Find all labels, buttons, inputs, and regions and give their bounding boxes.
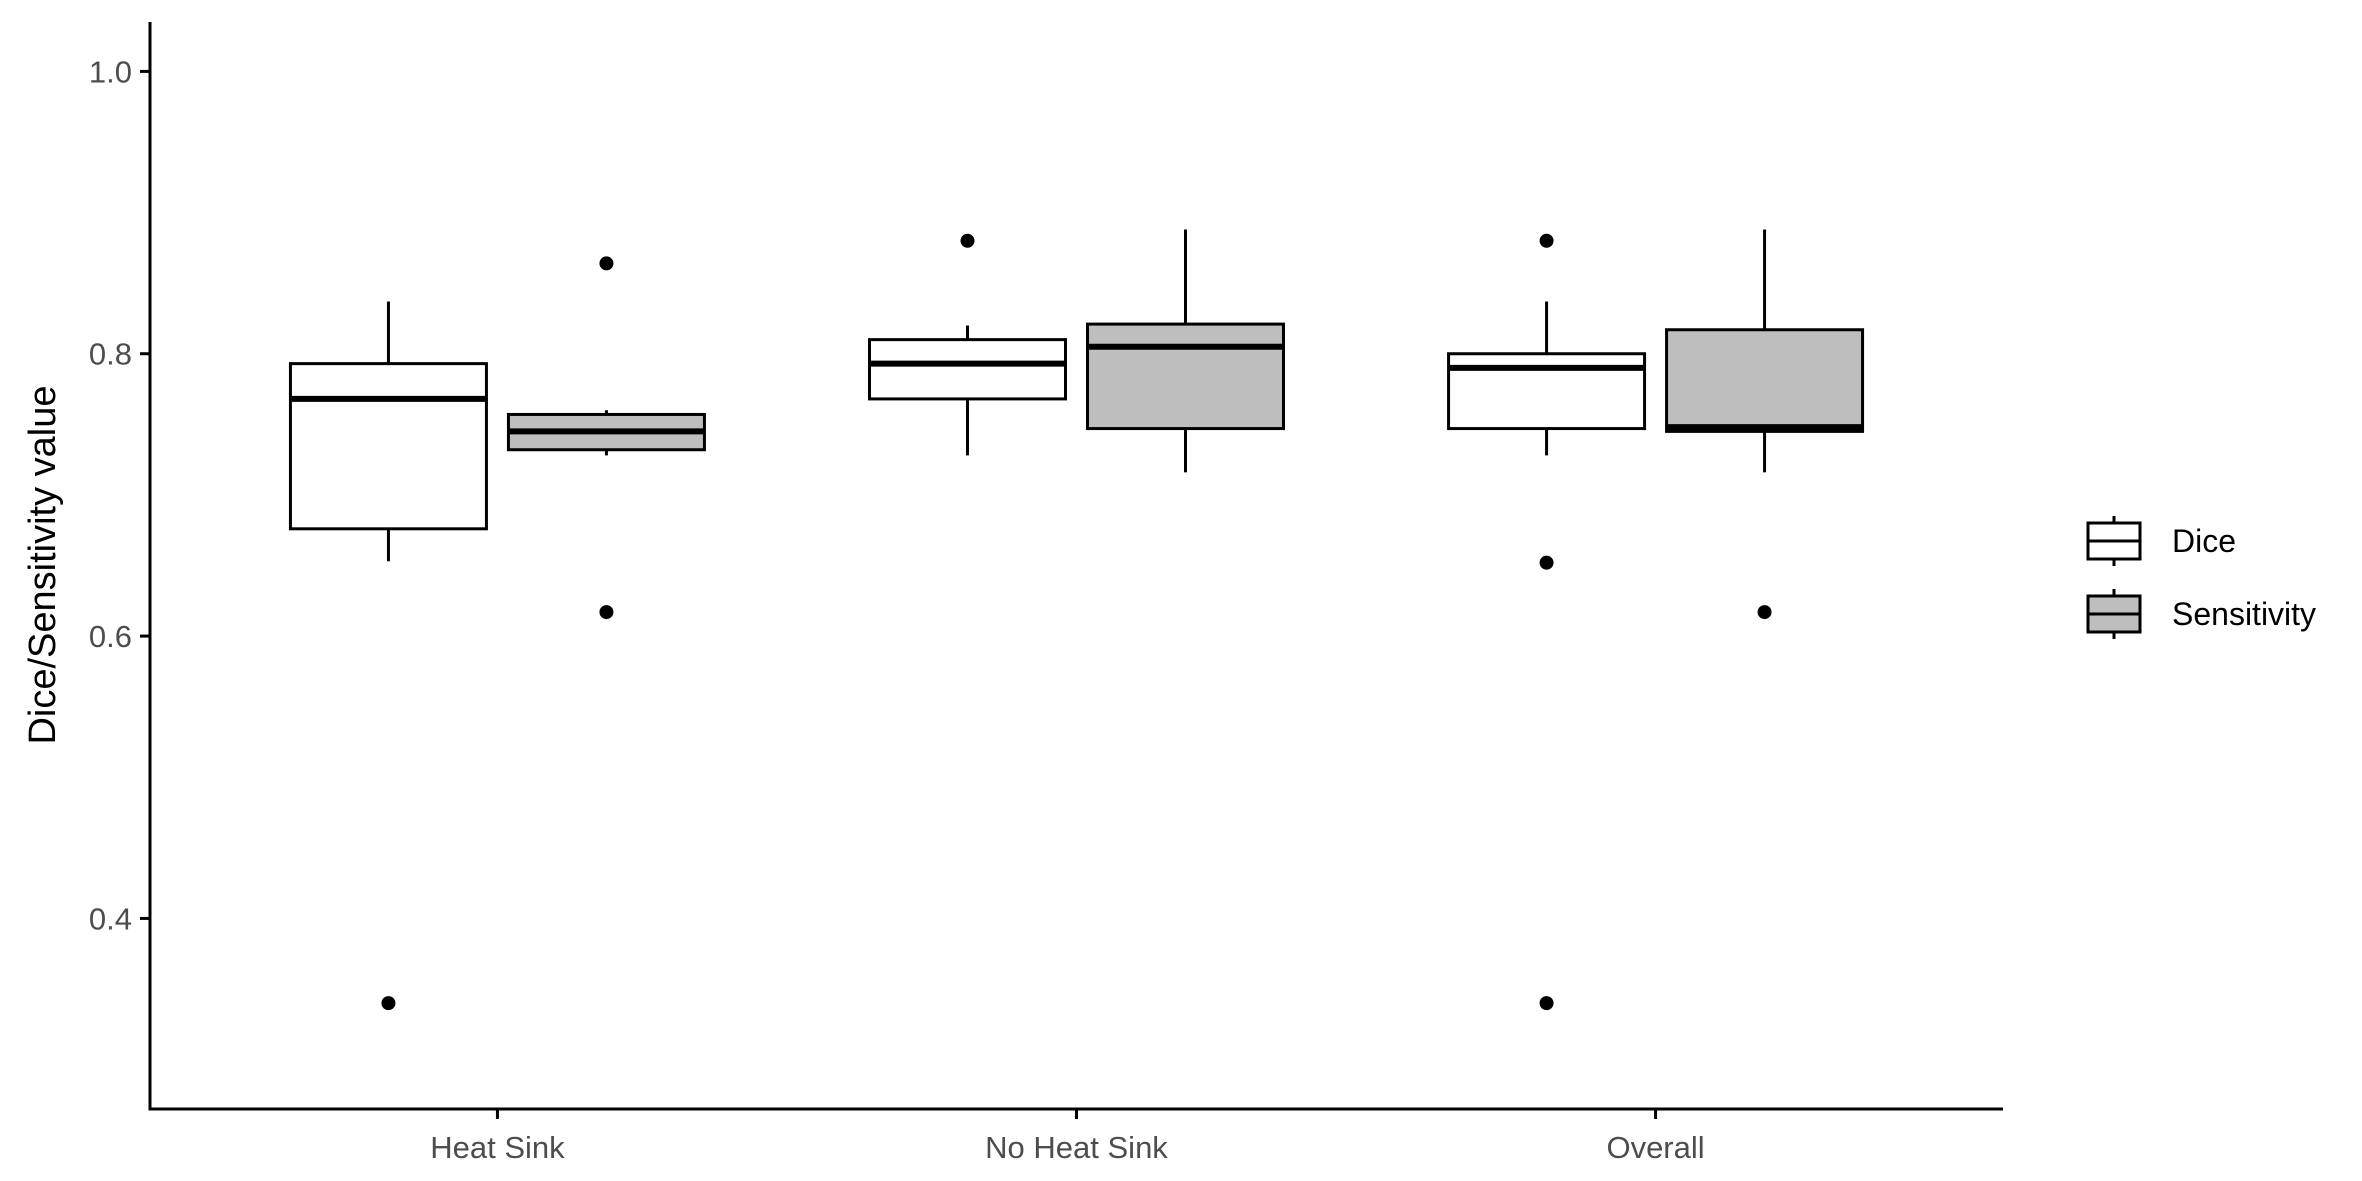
box-dice-overall bbox=[1447, 233, 1647, 1011]
box-sensitivity-heat-sink bbox=[506, 256, 706, 620]
ticks-layer: 0.4 0.6 0.8 1.0 Heat Sink No Heat Sink Overall bbox=[89, 54, 1705, 1165]
outlier-point-dice-overall-2 bbox=[1539, 233, 1554, 248]
y-axis-title: Dice/Sensitivity value bbox=[22, 385, 64, 744]
outlier-point-dice-heat-sink-0 bbox=[381, 996, 396, 1011]
box-sensitivity-overall bbox=[1665, 229, 1865, 620]
legend-item-dice: Dice bbox=[2086, 516, 2236, 566]
boxes-layer bbox=[288, 229, 1865, 1011]
outlier-point-sensitivity-overall-0 bbox=[1757, 605, 1772, 620]
legend: Dice Sensitivity bbox=[2086, 516, 2316, 639]
legend-label-dice: Dice bbox=[2172, 523, 2236, 559]
y-tick-label-0-4: 0.4 bbox=[89, 901, 132, 936]
y-tick-label-0-8: 0.8 bbox=[89, 337, 132, 372]
iqr-box-sensitivity-no-heat-sink bbox=[1086, 322, 1285, 431]
iqr-box-dice-no-heat-sink bbox=[868, 338, 1067, 401]
box-dice-heat-sink bbox=[288, 301, 488, 1011]
iqr-box-sensitivity-overall bbox=[1665, 328, 1865, 433]
x-tick-label-heat-sink: Heat Sink bbox=[430, 1130, 565, 1165]
box-dice-no-heat-sink bbox=[868, 233, 1067, 456]
iqr-box-dice-heat-sink bbox=[288, 362, 488, 531]
outlier-point-sensitivity-heat-sink-0 bbox=[599, 256, 614, 271]
x-tick-label-overall: Overall bbox=[1606, 1130, 1704, 1165]
y-tick-label-1-0: 1.0 bbox=[89, 54, 132, 89]
x-tick-label-no-heat-sink: No Heat Sink bbox=[985, 1130, 1168, 1165]
legend-label-sensitivity: Sensitivity bbox=[2172, 596, 2316, 632]
outlier-point-dice-overall-0 bbox=[1539, 555, 1554, 570]
legend-item-sensitivity: Sensitivity bbox=[2086, 589, 2316, 639]
outlier-point-dice-no-heat-sink-0 bbox=[960, 233, 975, 248]
box-sensitivity-no-heat-sink bbox=[1086, 229, 1285, 473]
outlier-point-dice-overall-1 bbox=[1539, 996, 1554, 1011]
y-tick-label-0-6: 0.6 bbox=[89, 619, 132, 654]
outlier-point-sensitivity-heat-sink-1 bbox=[599, 605, 614, 620]
axes-layer bbox=[148, 22, 2003, 1111]
